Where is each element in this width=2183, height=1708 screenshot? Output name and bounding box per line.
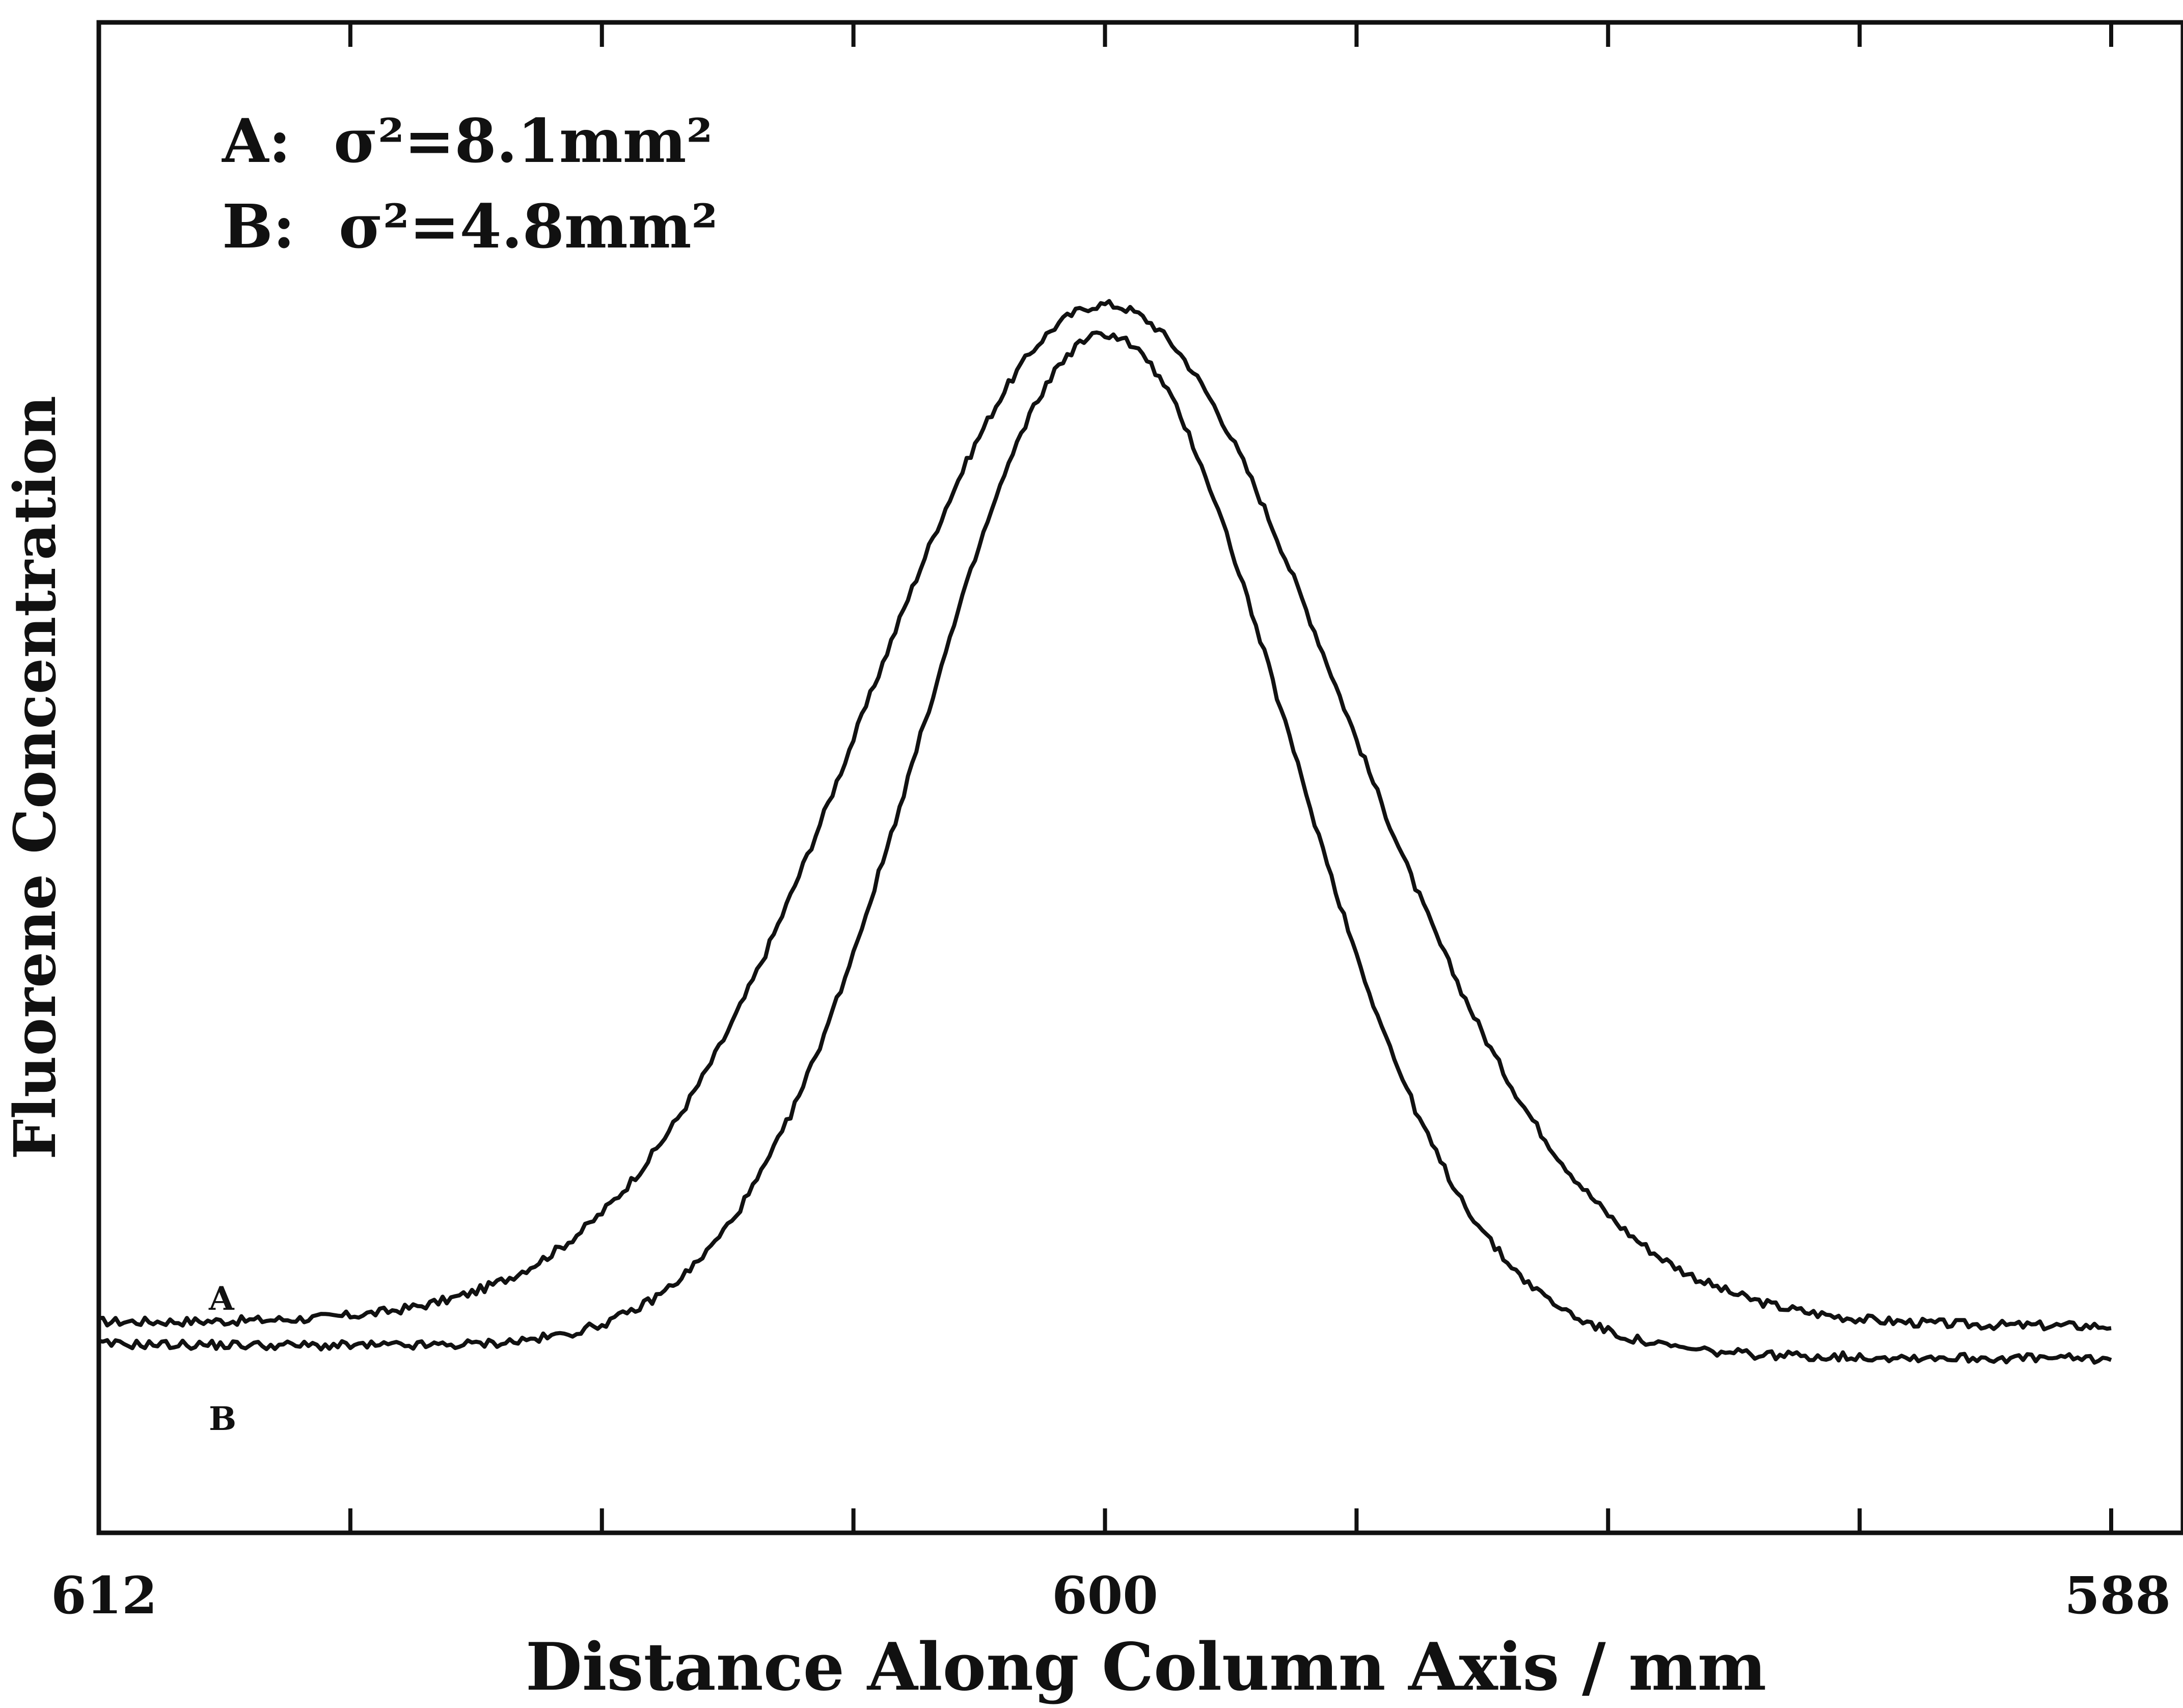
curve-label-b: B <box>209 1400 236 1438</box>
curve-label-a: A <box>208 1280 235 1318</box>
y-axis-label: Fluorene Concentration <box>2 396 69 1160</box>
top-ticks <box>97 22 2113 47</box>
plot-frame <box>96 20 2183 1535</box>
series-a-line <box>98 299 2112 1332</box>
legend-entry-b-sigma: σ²=4.8mm² <box>339 191 718 262</box>
x-tick-label-600: 600 <box>1052 1565 1158 1626</box>
legend-entry-b-label: B: <box>222 191 295 262</box>
legend: A: σ²=8.1mm² B: σ²=4.8mm² <box>222 105 718 262</box>
x-tick-label-588: 588 <box>2064 1565 2171 1626</box>
x-axis-label: Distance Along Column Axis / mm <box>526 1629 1766 1705</box>
legend-entry-a-label: A: <box>222 105 291 176</box>
bottom-ticks <box>97 1508 2113 1533</box>
series-b-line <box>98 330 2112 1365</box>
legend-entry-a-sigma: σ²=8.1mm² <box>334 105 713 176</box>
x-tick-label-612: 612 <box>51 1565 157 1626</box>
x-tick-labels: 612 600 588 <box>51 1565 2171 1626</box>
